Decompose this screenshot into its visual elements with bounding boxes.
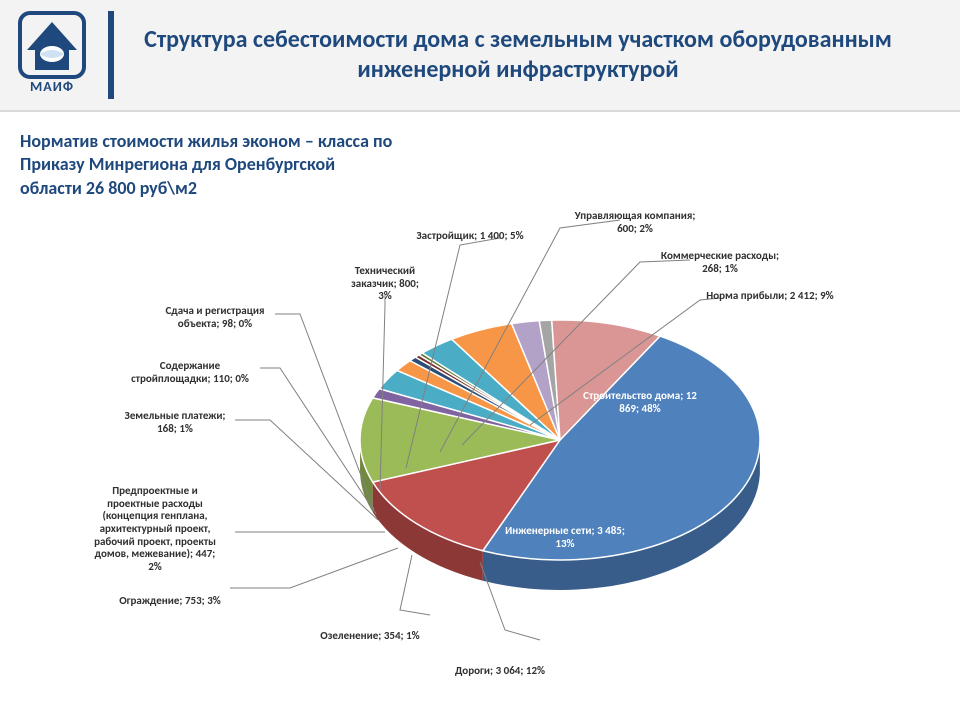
page-title: Структура себестоимости дома с земельным…	[128, 25, 948, 85]
slice-label: Строительство дома; 12 869; 48%	[560, 390, 720, 415]
slice-label: Коммерческие расходы; 268; 1%	[640, 250, 800, 275]
leader-line	[275, 314, 374, 510]
slice-label: Сдача и регистрация объекта; 98; 0%	[135, 305, 295, 330]
slice-label: Управляющая компания; 600; 2%	[555, 210, 715, 235]
subtitle: Норматив стоимости жилья эконом – класса…	[20, 130, 400, 200]
logo-text: МАИФ	[30, 78, 74, 95]
slice-label: Земельные платежи; 168; 1%	[95, 410, 255, 435]
pie-chart: Строительство дома; 12 869; 48% Инженерны…	[0, 210, 960, 710]
pie-svg	[0, 210, 960, 710]
header: МАИФ Структура себестоимости дома с земе…	[0, 0, 960, 112]
leader-line	[260, 368, 376, 514]
slice-label: Озеленение; 354; 1%	[290, 630, 450, 643]
slice-label: Технический заказчик; 800; 3%	[305, 265, 465, 303]
leader-line	[400, 555, 430, 615]
slice-label: Ограждение; 753; 3%	[90, 595, 250, 608]
logo: МАИФ	[12, 10, 92, 100]
slice-label: Инженерные сети; 3 485; 13%	[485, 525, 645, 550]
house-globe-icon	[17, 10, 87, 80]
slice-label: Содержание стройплощадки; 110; 0%	[110, 360, 270, 385]
header-divider	[108, 11, 114, 99]
leader-line	[235, 420, 378, 520]
leader-line	[230, 548, 398, 588]
slice-label: Застройщик; 1 400; 5%	[390, 230, 550, 243]
slice-label: Норма прибыли; 2 412; 9%	[690, 290, 850, 303]
slice-label: Дороги; 3 064; 12%	[420, 665, 580, 678]
slice-label: Предпроектные и проектные расходы (конце…	[75, 485, 235, 573]
